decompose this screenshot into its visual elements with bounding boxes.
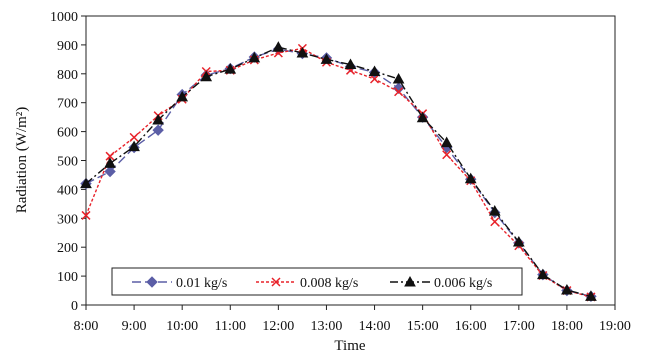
x-tick-label: 13:00 (311, 319, 343, 334)
y-axis-ticks: 0 100 200 300 400 500 600 700 800 900 1000 (50, 10, 86, 314)
y-tick-label: 1000 (50, 10, 78, 25)
data-point (272, 41, 285, 52)
legend-item: 0.008 kg/s (256, 276, 358, 291)
data-point (152, 124, 164, 136)
x-tick-label: 19:00 (599, 319, 631, 334)
y-tick-label: 900 (57, 39, 78, 54)
x-axis-title: Time (334, 338, 365, 354)
y-tick-label: 400 (57, 183, 78, 198)
x-tick-label: 12:00 (262, 319, 294, 334)
x-tick-label: 10:00 (166, 319, 198, 334)
data-point (440, 136, 453, 148)
data-point (152, 114, 164, 125)
data-point (80, 177, 92, 189)
data-point (296, 46, 309, 58)
data-point (81, 210, 91, 220)
data-point (368, 65, 381, 76)
series-line (85, 48, 592, 298)
legend-swatch-marker (404, 275, 416, 287)
x-axis-ticks: 8:00 9:00 10:00 11:00 12:00 13:00 14:00 15:00 16… (74, 305, 631, 334)
x-tick-label: 17:00 (503, 319, 535, 334)
data-point (129, 132, 139, 142)
x-tick-label: 8:00 (74, 319, 99, 334)
data-point (561, 283, 573, 295)
legend-swatch-marker (146, 276, 158, 288)
data-point (105, 151, 115, 161)
data-point (224, 63, 237, 74)
data-point (394, 87, 404, 97)
data-point (176, 90, 189, 102)
legend-label: 0.006 kg/s (434, 276, 492, 291)
y-tick-label: 0 (71, 299, 78, 314)
data-point (490, 217, 500, 227)
x-tick-label: 9:00 (122, 319, 147, 334)
y-tick-label: 200 (57, 241, 78, 256)
legend-label: 0.008 kg/s (300, 276, 358, 291)
y-tick-label: 800 (57, 68, 78, 83)
y-tick-label: 300 (57, 212, 78, 227)
legend-label: 0.01 kg/s (176, 276, 227, 291)
legend: 0.01 kg/s 0.008 kg/s 0.006 kg/s (111, 267, 523, 296)
y-tick-label: 100 (57, 270, 78, 285)
legend-item: 0.01 kg/s (132, 276, 227, 291)
data-point (344, 58, 357, 70)
data-point (200, 70, 213, 82)
series-layer (80, 41, 597, 303)
data-point (104, 165, 116, 178)
legend-item: 0.006 kg/s (390, 275, 492, 291)
y-axis-title: Radiation (W/m²) (14, 107, 30, 214)
data-point (512, 235, 525, 247)
y-tick-label: 600 (57, 126, 78, 141)
x-tick-label: 14:00 (359, 319, 391, 334)
series-3 (80, 41, 597, 301)
data-point (248, 51, 261, 63)
legend-swatch-marker (271, 277, 281, 287)
data-point (320, 53, 333, 64)
y-tick-label: 700 (57, 97, 78, 112)
series-line (85, 46, 592, 298)
data-point (442, 150, 452, 160)
x-tick-label: 18:00 (551, 319, 583, 334)
data-point (488, 205, 501, 216)
data-point (585, 290, 597, 301)
data-point (537, 268, 549, 280)
legend-box (111, 267, 523, 296)
series-line (85, 47, 592, 298)
data-point (370, 74, 380, 84)
data-point (464, 172, 477, 184)
x-tick-label: 15:00 (407, 319, 439, 334)
x-tick-label: 11:00 (215, 319, 246, 334)
y-tick-label: 500 (57, 155, 78, 170)
data-point (128, 140, 140, 152)
data-point (104, 157, 116, 168)
data-point (416, 111, 429, 123)
x-tick-label: 16:00 (455, 319, 487, 334)
data-point (392, 72, 405, 84)
